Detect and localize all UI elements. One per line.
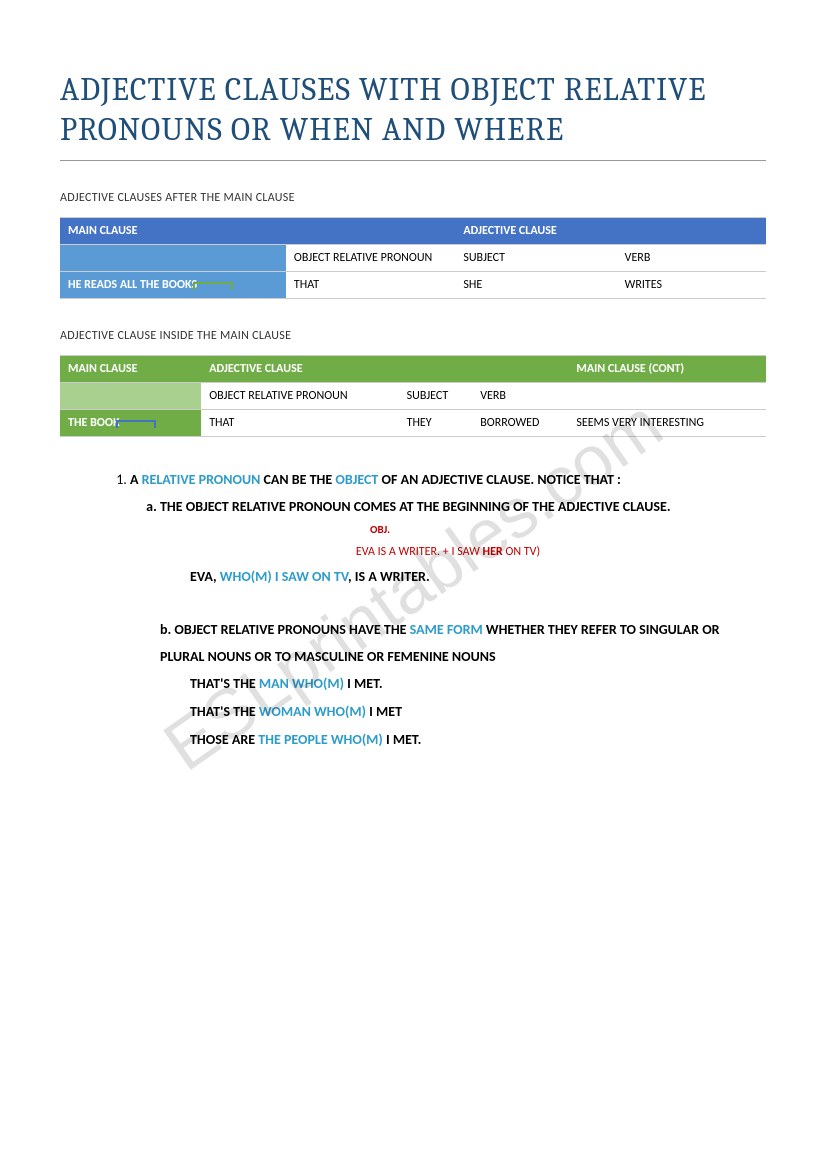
ex2: THAT'S THE WOMAN WHO(M) I MET [190,698,766,726]
exra: EVA IS A WRITER. + I SAW [356,545,483,559]
ex1b: MAN WHO(M) [259,675,344,692]
t2-sub-obj: OBJECT RELATIVE PRONOUN [201,383,398,410]
table1: MAIN CLAUSE ADJECTIVE CLAUSE OBJECT RELA… [60,217,766,299]
eva-b: , IS A WRITER. [348,568,430,585]
eva-a: EVA, [190,568,220,585]
section2-label: ADJECTIVE CLAUSE INSIDE THE MAIN CLAUSE [60,329,766,343]
t1-sub-empty [60,245,286,272]
t2-row-cont: SEEMS VERY INTERESTING [568,410,766,437]
title-underline [60,160,766,161]
bracket-blue-icon [116,420,156,428]
ex3b: THE PEOPLE WHO(M) [258,731,383,748]
t1-row-verb: WRITES [617,272,766,299]
p1a: A [130,471,142,488]
eva-who: WHO(M) I SAW ON TV [220,568,348,585]
t1-row-subj: SHE [455,272,616,299]
t2-row-main: THE BOOK [60,410,201,437]
t2-row-verb: BORROWED [472,410,568,437]
point1: A RELATIVE PRONOUN CAN BE THE OBJECT OF … [130,467,766,754]
t1-sub-subj: SUBJECT [455,245,616,272]
table2: MAIN CLAUSE ADJECTIVE CLAUSE MAIN CLAUSE… [60,355,766,437]
point1b: b. OBJECT RELATIVE PRONOUNS HAVE THE SAM… [130,617,766,670]
page-title: ADJECTIVE CLAUSES WITH OBJECT RELATIVE P… [60,70,766,150]
ex3a: THOSE ARE [190,731,258,748]
p1obj: OBJECT [335,471,378,488]
p1bsame: SAME FORM [410,621,483,638]
point1a: THE OBJECT RELATIVE PRONOUN COMES AT THE… [160,494,766,521]
ex3c: I MET. [383,731,422,748]
section1-label: ADJECTIVE CLAUSES AFTER THE MAIN CLAUSE [60,191,766,205]
t1-sub-obj: OBJECT RELATIVE PRONOUN [286,245,455,272]
t1-hdr-gap [286,218,455,245]
ex1a: THAT'S THE [190,675,259,692]
p1-text: A RELATIVE PRONOUN CAN BE THE OBJECT OF … [130,471,621,488]
t1-row-main-text: HE READS ALL THE BOOKS [68,278,197,292]
t2-row-obj: THAT [201,410,398,437]
example-list: THAT'S THE MAN WHO(M) I MET. THAT'S THE … [130,670,766,754]
example-construction: EVA IS A WRITER. + I SAW HER ON TV) [130,541,766,564]
ex1c: I MET. [344,675,383,692]
example-eva: EVA, WHO(M) I SAW ON TV, IS A WRITER. [130,564,766,591]
bracket-green-icon [193,282,233,290]
t2-row-subj: THEY [399,410,473,437]
exrh: HER [483,545,503,559]
ex1: THAT'S THE MAN WHO(M) I MET. [190,670,766,698]
t2-sub-empty [60,383,201,410]
t2-row-main-text: THE BOOK [68,416,120,430]
obj-label: OBJ. [130,520,766,541]
t2-hdr-main: MAIN CLAUSE [60,356,201,383]
t1-sub-verb: VERB [617,245,766,272]
content-body: A RELATIVE PRONOUN CAN BE THE OBJECT OF … [60,467,766,754]
t1-hdr-adj: ADJECTIVE CLAUSE [455,218,766,245]
ex2a: THAT'S THE [190,703,259,720]
t1-row-main: HE READS ALL THE BOOKS [60,272,286,299]
ex3: THOSE ARE THE PEOPLE WHO(M) I MET. [190,726,766,754]
p1b: CAN BE THE [260,471,335,488]
p1ba: OBJECT RELATIVE PRONOUNS HAVE THE [174,621,409,638]
exrb: ON TV) [503,545,540,559]
t2-hdr-adj: ADJECTIVE CLAUSE [201,356,568,383]
t2-sub-subj: SUBJECT [399,383,473,410]
t2-sub-empty2 [568,383,766,410]
t2-sub-verb: VERB [472,383,568,410]
p1c: OF AN ADJECTIVE CLAUSE. NOTICE THAT : [378,471,621,488]
t1-hdr-main: MAIN CLAUSE [60,218,286,245]
ex2b: WOMAN WHO(M) [259,703,366,720]
p1rel: RELATIVE PRONOUN [142,471,261,488]
t1-row-obj: THAT [286,272,455,299]
t2-hdr-cont: MAIN CLAUSE (CONT) [568,356,766,383]
ex2c: I MET [366,703,402,720]
